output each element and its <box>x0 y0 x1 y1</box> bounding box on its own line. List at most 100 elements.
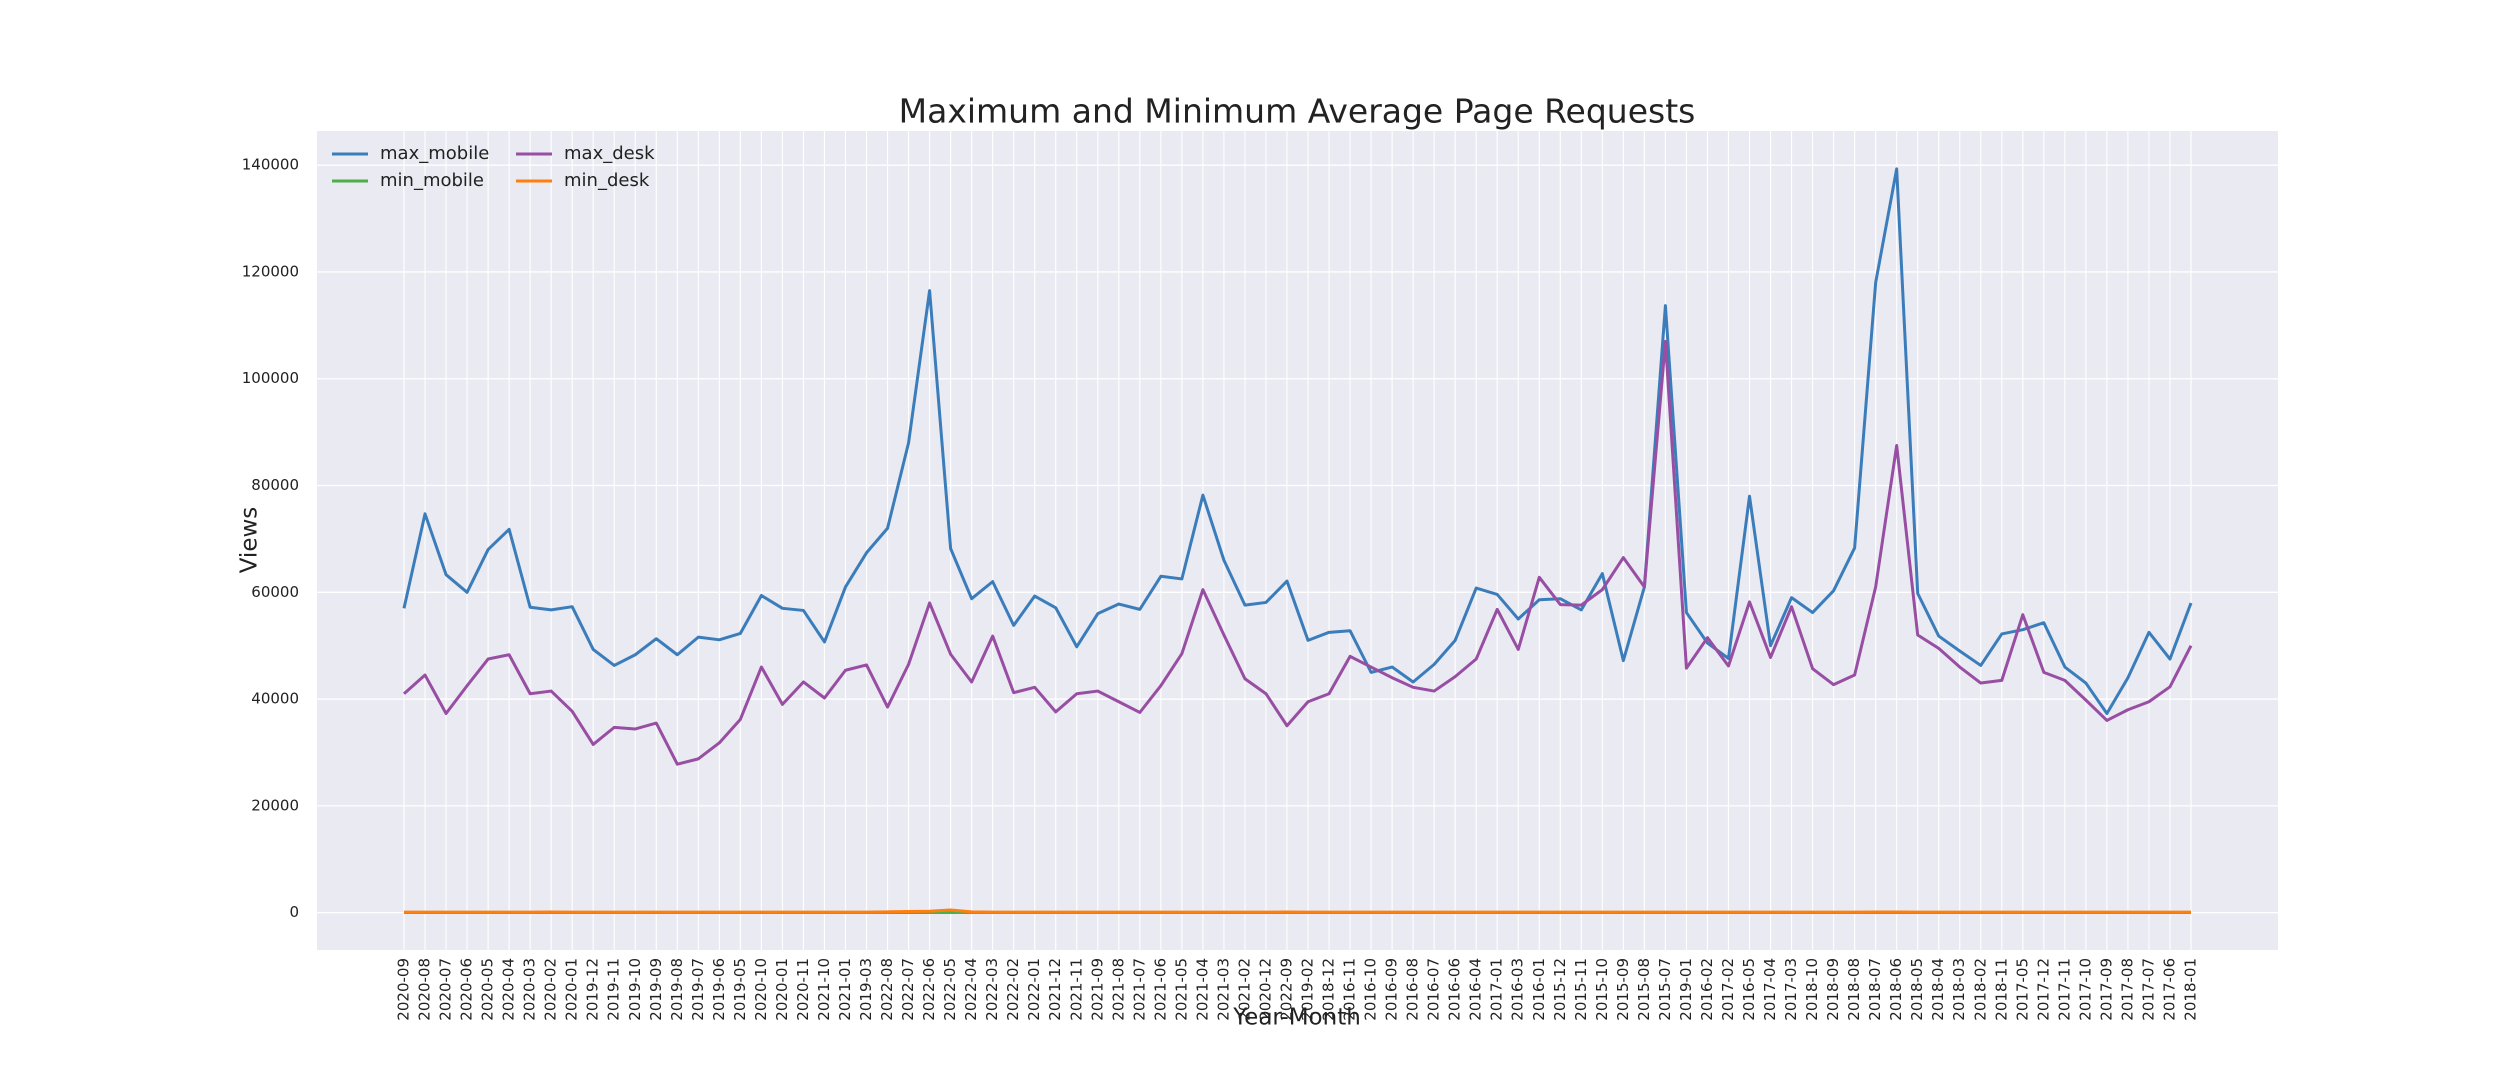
x-tick-label: 2020-05 <box>479 958 497 1021</box>
x-axis-label: Year-Month <box>1232 1005 1361 1031</box>
x-tick-label: 2022-05 <box>941 958 959 1021</box>
x-tick-label: 2018-08 <box>1845 958 1863 1021</box>
legend-label: min_mobile <box>380 170 484 191</box>
x-tick-label: 2018-12 <box>1320 958 1338 1021</box>
x-tick-label: 2020-12 <box>1256 958 1274 1021</box>
x-tick-label: 2018-07 <box>1866 958 1884 1021</box>
x-tick-label: 2020-07 <box>437 958 455 1021</box>
y-tick-label: 40000 <box>251 690 299 708</box>
y-tick-label: 80000 <box>251 476 299 494</box>
x-tick-label: 2021-12 <box>1046 958 1064 1021</box>
y-axis-label: Views <box>237 507 263 574</box>
y-tick-label: 100000 <box>242 369 299 387</box>
x-tick-label: 2019-12 <box>584 958 602 1021</box>
x-tick-label: 2018-04 <box>1929 958 1947 1021</box>
x-tick-label: 2015-10 <box>1593 958 1611 1021</box>
x-tick-label: 2015-09 <box>1614 958 1632 1021</box>
x-tick-label: 2021-06 <box>1151 958 1169 1021</box>
x-tick-label: 2018-02 <box>1971 958 1989 1021</box>
x-tick-label: 2022-07 <box>899 958 917 1021</box>
legend: max_mobile min_mobile max_desk min_desk <box>332 143 655 191</box>
x-tick-label: 2017-07 <box>2139 958 2157 1021</box>
x-tick-label: 2018-01 <box>2182 958 2200 1021</box>
x-tick-label: 2017-10 <box>2076 958 2094 1021</box>
x-tick-label: 2016-01 <box>1530 958 1548 1021</box>
x-tick-label: 2017-02 <box>1719 958 1737 1021</box>
x-tick-label: 2022-09 <box>1277 958 1295 1021</box>
x-tick-label: 2021-07 <box>1130 958 1148 1021</box>
x-tick-label: 2020-02 <box>542 958 560 1021</box>
x-tick-label: 2022-02 <box>1004 958 1022 1021</box>
x-tick-label: 2017-08 <box>2118 958 2136 1021</box>
x-tick-label: 2016-08 <box>1404 958 1422 1021</box>
x-tick-label: 2022-01 <box>1025 958 1043 1021</box>
x-tick-label: 2017-04 <box>1761 958 1779 1021</box>
x-tick-label: 2016-09 <box>1383 958 1401 1021</box>
x-tick-label: 2021-08 <box>1109 958 1127 1021</box>
x-tick-label: 2020-01 <box>773 958 791 1021</box>
x-tick-label: 2020-09 <box>395 958 413 1021</box>
x-tick-label: 2018-03 <box>1950 958 1968 1021</box>
x-tick-label: 2021-09 <box>1088 958 1106 1021</box>
x-tick-label: 2019-06 <box>710 958 728 1021</box>
x-tick-label: 2017-09 <box>2097 958 2115 1021</box>
plot-background <box>317 131 2278 950</box>
x-tick-label: 2016-04 <box>1467 958 1485 1021</box>
series-line <box>403 339 2193 766</box>
x-tick-label: 2017-01 <box>1488 958 1506 1021</box>
x-tick-label: 2017-11 <box>2055 958 2073 1021</box>
x-tick-label: 2016-07 <box>1425 958 1443 1021</box>
x-tick-label: 2016-10 <box>1362 958 1380 1021</box>
x-tick-label: 2020-08 <box>416 958 434 1021</box>
x-tick-label: 2020-06 <box>458 958 476 1021</box>
x-tick-label: 2020-11 <box>794 958 812 1021</box>
x-tick-label: 2016-11 <box>1341 958 1359 1021</box>
x-tick-label: 2019-01 <box>1677 958 1695 1021</box>
plot-area <box>317 131 2278 950</box>
x-tick-label: 2016-06 <box>1446 958 1464 1021</box>
x-tick-label: 2019-11 <box>605 958 623 1021</box>
x-tick-label: 2020-04 <box>500 958 518 1021</box>
y-tick-label: 60000 <box>251 583 299 601</box>
x-tick-label: 2019-05 <box>731 958 749 1021</box>
x-tick-label: 2017-05 <box>2013 958 2031 1021</box>
chart-title: Maximum and Minimum Average Page Request… <box>899 92 1696 131</box>
x-tick-label: 2017-03 <box>1782 958 1800 1021</box>
x-tick-label: 2021-10 <box>815 958 833 1021</box>
grid <box>317 131 2278 950</box>
legend-label: min_desk <box>564 170 650 191</box>
x-tick-label: 2021-04 <box>1193 958 1211 1021</box>
legend-label: max_mobile <box>380 143 489 164</box>
ticks: 0 20000 40000 60000 80000 100000 120000 140000 2… <box>242 156 2200 1021</box>
y-tick-label: 0 <box>289 903 299 921</box>
x-tick-label: 2019-09 <box>647 958 665 1021</box>
x-tick-label: 2019-03 <box>857 958 875 1021</box>
x-tick-label: 2018-11 <box>1992 958 2010 1021</box>
x-tick-label: 2021-02 <box>1235 958 1253 1021</box>
x-tick-label: 2019-07 <box>689 958 707 1021</box>
x-tick-label: 2020-01 <box>563 958 581 1021</box>
x-tick-label: 2021-03 <box>1214 958 1232 1021</box>
x-tick-label: 2022-06 <box>920 958 938 1021</box>
x-tick-label: 2018-09 <box>1824 958 1842 1021</box>
x-tick-label: 2018-05 <box>1908 958 1926 1021</box>
x-tick-label: 2022-08 <box>878 958 896 1021</box>
x-tick-label: 2015-11 <box>1572 958 1590 1021</box>
x-tick-label: 2016-03 <box>1509 958 1527 1021</box>
x-tick-label: 2019-02 <box>1299 958 1317 1021</box>
x-tick-label: 2018-10 <box>1803 958 1821 1021</box>
x-tick-label: 2019-10 <box>626 958 644 1021</box>
legend-label: max_desk <box>564 143 655 164</box>
series-line <box>404 908 2191 914</box>
x-tick-label: 2018-06 <box>1887 958 1905 1021</box>
x-tick-label: 2017-12 <box>2034 958 2052 1021</box>
x-tick-label: 2021-11 <box>1067 958 1085 1021</box>
x-tick-label: 2020-10 <box>752 958 770 1021</box>
x-tick-label: 2022-03 <box>983 958 1001 1021</box>
x-tick-label: 2017-06 <box>2160 958 2178 1021</box>
y-tick-label: 140000 <box>242 156 299 174</box>
x-tick-label: 2020-03 <box>521 958 539 1021</box>
x-tick-label: 2015-08 <box>1635 958 1653 1021</box>
